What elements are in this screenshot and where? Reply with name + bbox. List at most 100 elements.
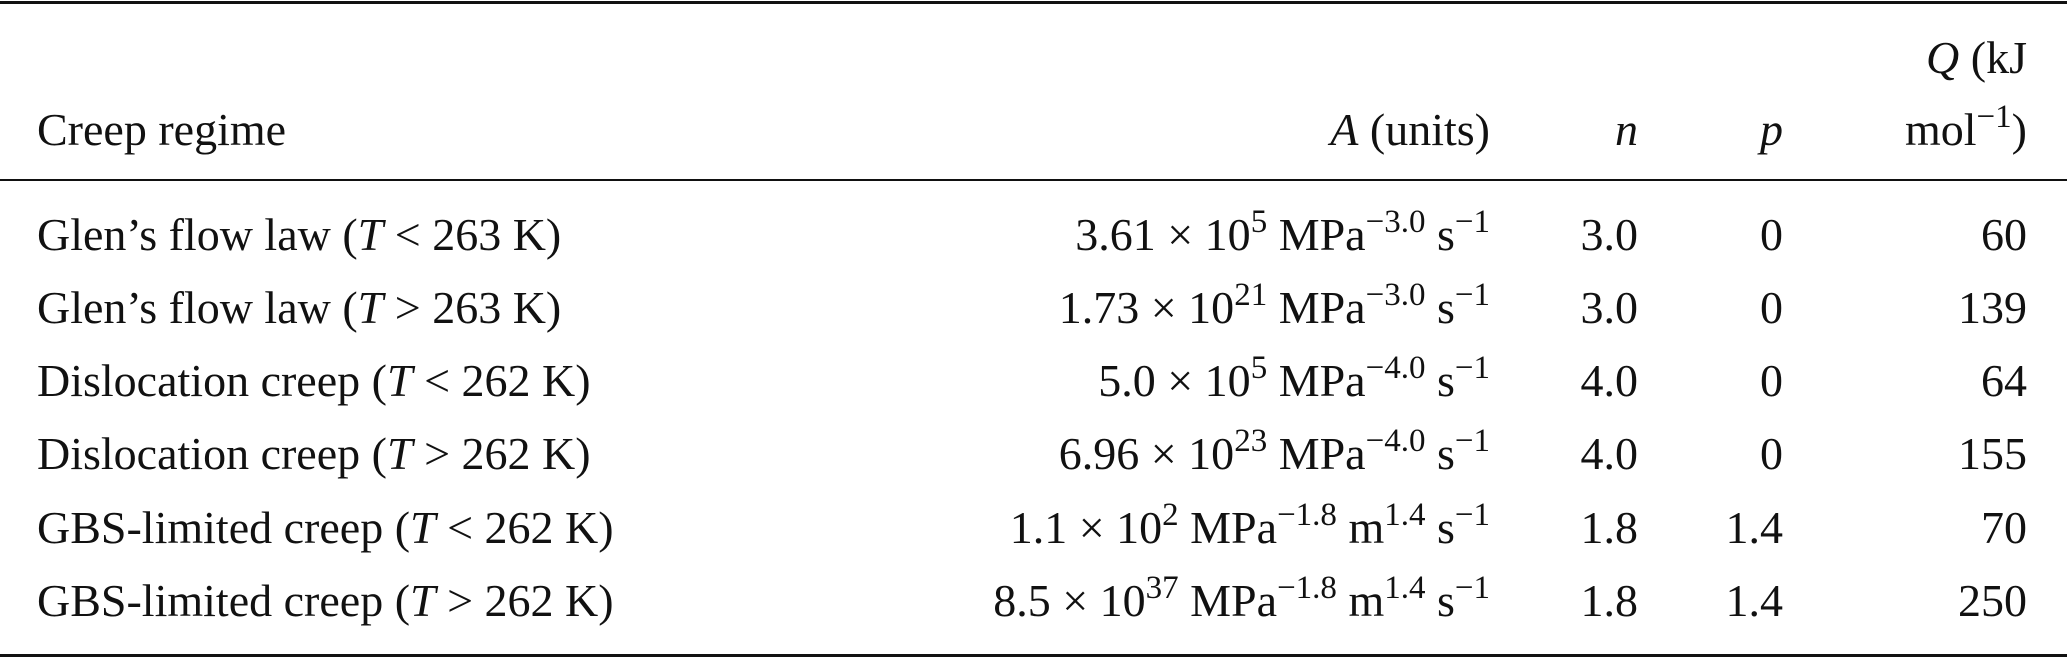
- italic-text: T: [410, 502, 436, 553]
- cell: 1.4: [1726, 505, 1784, 551]
- text: ): [2011, 104, 2027, 155]
- text: mol: [1904, 104, 1977, 155]
- header-rule: [0, 179, 2067, 181]
- italic-text: T: [386, 355, 413, 406]
- text: 6.96 × 10: [1058, 428, 1235, 479]
- superscript: 2: [1162, 497, 1179, 533]
- cell: 139: [1958, 285, 2027, 331]
- header-cell: A (units): [1330, 107, 1490, 153]
- italic-text: p: [1760, 104, 1783, 155]
- header-cell: Creep regime: [37, 107, 286, 153]
- cell: 155: [1958, 431, 2027, 477]
- superscript: −3.0: [1365, 277, 1426, 313]
- text: 60: [1981, 209, 2027, 260]
- text: MPa: [1267, 428, 1366, 479]
- text: 1.4: [1725, 502, 1784, 553]
- cell: 3.61 × 105 MPa−3.0 s−1: [1075, 206, 1490, 260]
- cell: 4.0: [1581, 358, 1639, 404]
- text: 3.0: [1580, 209, 1639, 260]
- cell: 250: [1958, 578, 2027, 624]
- text: MPa: [1178, 502, 1278, 553]
- text: GBS-limited creep (: [37, 502, 411, 553]
- text: 3.61 × 10: [1075, 209, 1251, 260]
- cell: 1.1 × 102 MPa−1.8 m1.4 s−1: [1010, 499, 1490, 553]
- top-rule: [0, 1, 2067, 4]
- cell: 0: [1760, 285, 1783, 331]
- text: 1.73 × 10: [1058, 282, 1235, 333]
- superscript: −4.0: [1365, 350, 1426, 386]
- italic-text: T: [357, 209, 384, 260]
- text: s: [1425, 209, 1455, 260]
- superscript: 23: [1234, 423, 1268, 459]
- text: 155: [1958, 428, 2027, 479]
- text: 0: [1760, 282, 1783, 333]
- text: MPa: [1267, 209, 1366, 260]
- cell: Dislocation creep (T > 262 K): [37, 431, 591, 477]
- superscript: −1: [1454, 277, 1490, 313]
- cell: 6.96 × 1023 MPa−4.0 s−1: [1058, 425, 1490, 479]
- header-cell: Q (kJ mol−1): [1905, 35, 2027, 179]
- cell: 1.8: [1581, 578, 1639, 624]
- text: (units): [1358, 104, 1490, 155]
- text: 1.4: [1725, 575, 1784, 626]
- italic-text: T: [357, 282, 384, 333]
- cell: GBS-limited creep (T < 262 K): [37, 505, 614, 551]
- text: 0: [1760, 428, 1783, 479]
- text: Glen’s flow law (: [37, 209, 358, 260]
- cell: 60: [1981, 212, 2027, 258]
- header-line: Q (kJ: [1905, 35, 2027, 107]
- text: s: [1425, 355, 1455, 406]
- text: 5.0 × 10: [1098, 355, 1251, 406]
- superscript: 5: [1250, 204, 1268, 240]
- text: 139: [1958, 282, 2027, 333]
- text: 70: [1981, 502, 2027, 553]
- text: 4.0: [1580, 355, 1639, 406]
- superscript: 21: [1234, 277, 1268, 313]
- text: s: [1425, 502, 1455, 553]
- text: m: [1336, 575, 1385, 626]
- text: (kJ: [1959, 32, 2027, 83]
- text: 0: [1760, 355, 1783, 406]
- cell: 0: [1760, 431, 1783, 477]
- text: 3.0: [1580, 282, 1639, 333]
- text: MPa: [1267, 355, 1366, 406]
- text: MPa: [1178, 575, 1278, 626]
- text: Glen’s flow law (: [37, 282, 358, 333]
- text: 250: [1958, 575, 2027, 626]
- cell: 1.8: [1581, 505, 1639, 551]
- superscript: −1: [1454, 570, 1490, 606]
- text: MPa: [1267, 282, 1366, 333]
- cell: 0: [1760, 212, 1783, 258]
- text: 64: [1981, 355, 2027, 406]
- italic-text: n: [1615, 104, 1638, 155]
- text: 8.5 × 10: [993, 575, 1146, 626]
- cell: GBS-limited creep (T > 262 K): [37, 578, 614, 624]
- cell: 64: [1981, 358, 2027, 404]
- text: m: [1336, 502, 1385, 553]
- text: Dislocation creep (: [37, 428, 387, 479]
- cell: Glen’s flow law (T > 263 K): [37, 285, 561, 331]
- superscript: −1: [1454, 497, 1490, 533]
- text: > 263 K): [383, 282, 562, 333]
- cell: 1.4: [1726, 578, 1784, 624]
- text: > 262 K): [412, 428, 591, 479]
- superscript: −1: [1454, 204, 1490, 240]
- superscript: −1.8: [1277, 497, 1337, 533]
- header-line: mol−1): [1904, 101, 2027, 179]
- text: < 262 K): [412, 355, 591, 406]
- header-cell: p: [1760, 107, 1783, 153]
- superscript: −4.0: [1365, 423, 1426, 459]
- text: s: [1425, 428, 1455, 479]
- italic-text: T: [410, 575, 436, 626]
- cell: 70: [1981, 505, 2027, 551]
- italic-text: Q: [1926, 32, 1960, 83]
- text: 0: [1760, 209, 1783, 260]
- text: s: [1425, 575, 1455, 626]
- text: < 263 K): [383, 209, 562, 260]
- cell: 8.5 × 1037 MPa−1.8 m1.4 s−1: [993, 572, 1490, 626]
- cell: 3.0: [1581, 212, 1639, 258]
- superscript: −3.0: [1365, 204, 1426, 240]
- superscript: 5: [1250, 350, 1268, 386]
- superscript: −1.8: [1277, 570, 1337, 606]
